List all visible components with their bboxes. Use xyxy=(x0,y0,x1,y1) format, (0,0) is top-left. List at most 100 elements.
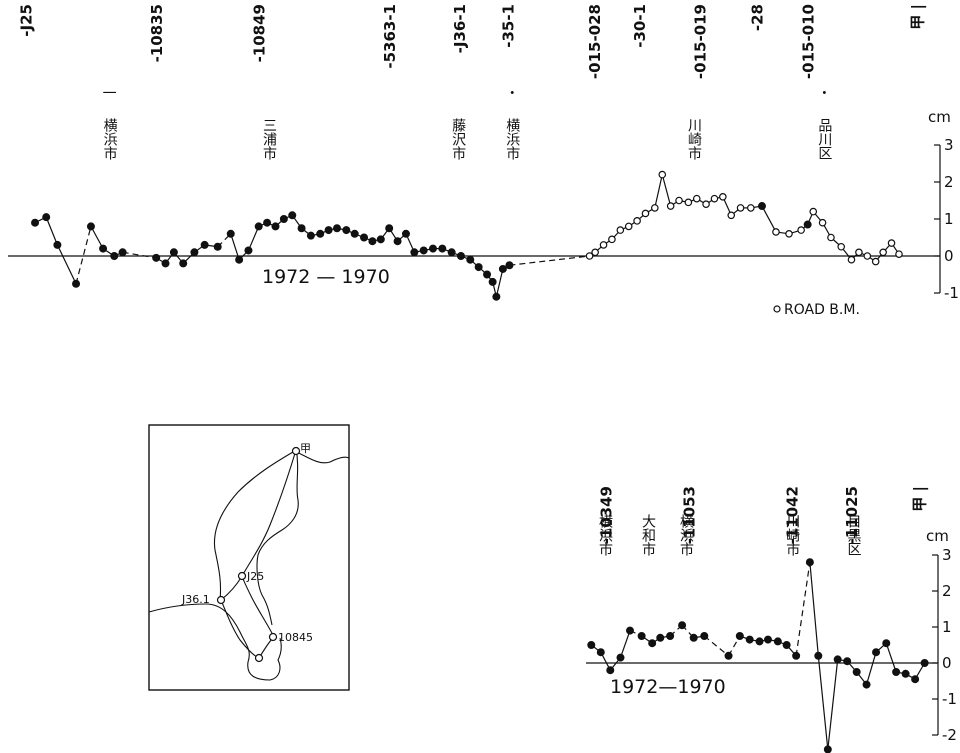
top-data-point xyxy=(428,244,437,253)
top-data-point xyxy=(288,211,297,220)
top-road-bm-point xyxy=(809,207,818,216)
top-line-segment xyxy=(56,244,77,285)
top-line-segment xyxy=(661,174,672,207)
top-road-bm-point xyxy=(797,226,805,234)
bot-data-point xyxy=(596,648,605,657)
bot-data-point xyxy=(700,631,709,640)
bot-data-point xyxy=(606,666,615,675)
top-data-point xyxy=(324,226,333,235)
top-data-point xyxy=(360,233,369,242)
bot-data-point xyxy=(892,667,901,676)
top-series-lines xyxy=(34,174,900,297)
bot-y-tick-label: 1 xyxy=(942,618,952,636)
inset-point-10845 xyxy=(268,632,278,642)
bot-data-point xyxy=(833,655,842,664)
top-benchmark-labels: -J25 -10835 -10849 -5363-1 -J36-1 -35-1 -015-0… xyxy=(18,4,928,79)
bot-data-point xyxy=(792,651,801,660)
top-road-bm-point xyxy=(666,202,675,210)
top-road-bm-point xyxy=(616,226,625,234)
bottom-series-points xyxy=(587,558,929,753)
bot-line-segment xyxy=(703,635,729,657)
inset-label-ko: 甲 xyxy=(300,442,311,455)
inset-point-ko xyxy=(291,446,301,456)
top-benchmark-label: -J25 xyxy=(18,4,36,37)
top-data-point xyxy=(438,244,447,253)
top-data-point xyxy=(31,218,40,227)
inset-point-j361 xyxy=(216,595,226,605)
top-road-bm-point xyxy=(887,239,896,247)
top-data-point xyxy=(488,277,497,286)
bot-data-point xyxy=(773,637,782,646)
top-line-segment xyxy=(247,226,260,251)
top-data-point xyxy=(254,222,263,231)
top-city-label: 三浦市 xyxy=(261,118,277,160)
top-road-bm-point xyxy=(591,248,599,257)
top-data-point xyxy=(213,242,222,251)
legend-road-bm: ROAD B.M. xyxy=(784,302,860,318)
top-road-bm-point xyxy=(710,194,719,203)
top-road-bm-point xyxy=(785,230,793,238)
top-y-axis: 3 2 1 0 -1 cm xyxy=(928,108,959,302)
top-data-point xyxy=(410,248,419,257)
bottom-period-label: 1972—1970 xyxy=(610,676,726,698)
top-road-bm-point xyxy=(818,218,827,227)
top-road-bm-point xyxy=(863,252,872,260)
legend-open-marker xyxy=(773,305,781,313)
top-road-bm-point xyxy=(585,252,594,260)
bot-line-segment xyxy=(619,630,631,658)
inset-west-outline xyxy=(213,451,294,601)
bot-y-tick-label: 0 xyxy=(942,654,952,672)
top-data-point xyxy=(492,292,501,301)
top-city-mark: ・ xyxy=(505,86,519,102)
top-data-point xyxy=(466,255,475,264)
bot-line-segment xyxy=(865,652,877,685)
inset-coast-bay xyxy=(256,447,299,626)
top-period-label: 1972 — 1970 xyxy=(262,266,390,288)
bot-data-point xyxy=(745,635,754,644)
top-road-bm-point xyxy=(692,194,701,203)
top-data-point xyxy=(190,248,199,257)
top-road-bm-point xyxy=(855,248,863,257)
top-road-bm-point xyxy=(895,250,903,258)
top-data-point xyxy=(316,229,325,238)
top-benchmark-label: -28 xyxy=(748,4,766,31)
top-y-tick-label: 3 xyxy=(944,136,954,154)
top-road-bm-point xyxy=(624,222,633,231)
bot-benchmark-label: 甲 | xyxy=(910,486,929,512)
top-line-segment xyxy=(230,233,240,260)
bot-data-point xyxy=(648,639,657,648)
top-city-label: 品川区 xyxy=(816,118,832,160)
top-y-tick-label: 1 xyxy=(944,210,954,228)
bot-y-tick-label: 3 xyxy=(942,546,952,564)
top-data-point xyxy=(226,229,235,238)
top-benchmark-label: -5363-1 xyxy=(381,4,399,69)
bot-city-label: 川崎市 xyxy=(784,514,800,556)
top-line-segment xyxy=(495,268,504,297)
top-data-point xyxy=(161,259,170,268)
top-series-points xyxy=(31,170,903,301)
bot-data-point xyxy=(782,640,791,649)
top-road-bm-point xyxy=(727,211,736,220)
bottom-profile-chart: -10349 -11053 -11042 -11025 甲 | 横浜市 大和市 横浜市 川崎市… xyxy=(586,486,957,753)
top-data-point xyxy=(179,259,188,268)
bot-data-point xyxy=(852,667,861,676)
inset-coast-west xyxy=(148,603,282,681)
top-data-point xyxy=(297,224,306,233)
bot-data-point xyxy=(901,669,910,678)
bot-line-segment xyxy=(827,659,839,750)
top-y-tick-label: 0 xyxy=(944,247,954,265)
top-data-point xyxy=(99,244,108,253)
bot-unit-label: cm xyxy=(926,527,949,545)
bottom-city-labels: 横浜市 大和市 横浜市 川崎市 目黒区 xyxy=(597,514,862,556)
top-data-point xyxy=(385,224,394,233)
top-line-segment xyxy=(75,226,92,284)
top-road-bm-point xyxy=(641,209,650,218)
top-benchmark-label: -015-010 xyxy=(800,4,818,79)
bot-data-point xyxy=(735,631,744,640)
top-city-label: 横浜市 xyxy=(504,118,520,160)
top-road-bm-point xyxy=(837,242,846,251)
inset-label-10845: 10845 xyxy=(278,631,313,644)
bot-data-point xyxy=(724,651,733,660)
bot-benchmark-label: -11053 xyxy=(680,486,698,544)
